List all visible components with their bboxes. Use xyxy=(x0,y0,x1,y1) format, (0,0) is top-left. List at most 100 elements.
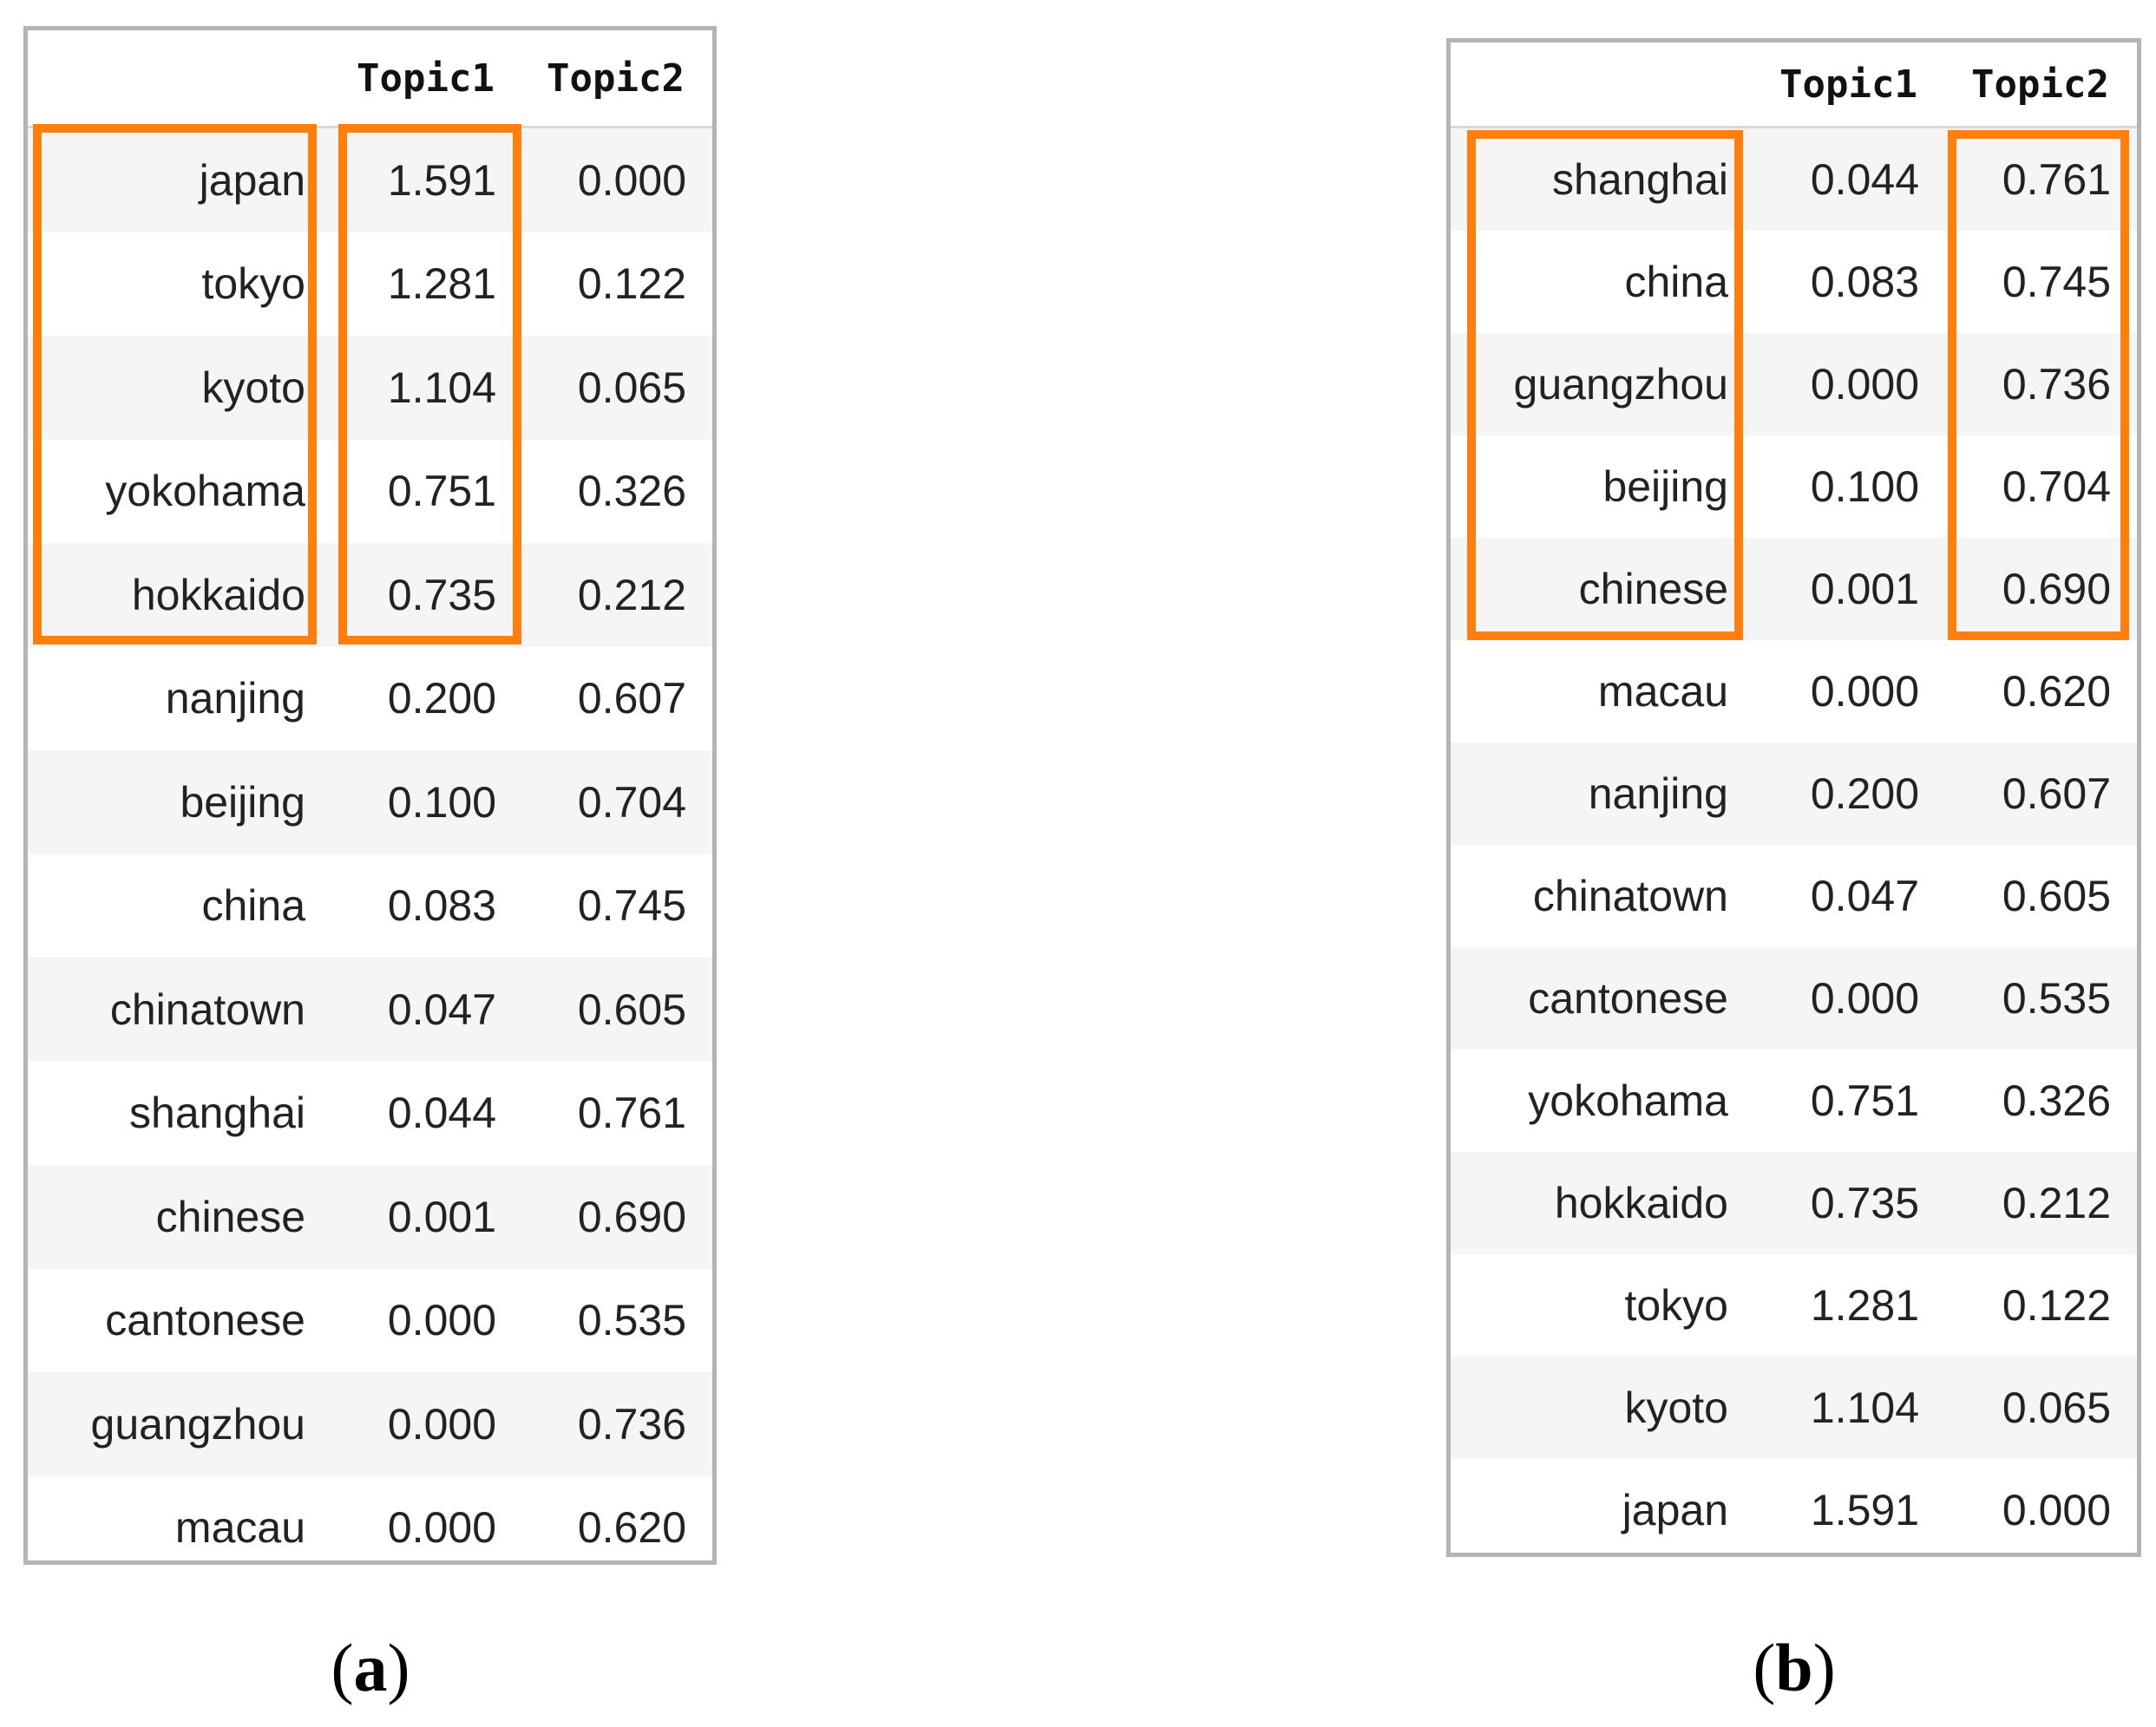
table-row: macau 0.000 0.620 xyxy=(28,1476,712,1580)
topic1-cell: 0.000 xyxy=(331,1372,522,1476)
topic1-cell: 0.000 xyxy=(387,1296,496,1345)
table-row: beijing 0.100 0.704 xyxy=(28,750,712,854)
caption-a-letter: a xyxy=(353,1630,388,1705)
term-cell: shanghai xyxy=(1451,127,1754,231)
term-cell: hokkaido xyxy=(1451,1152,1754,1254)
topic2-cell: 0.212 xyxy=(522,543,712,647)
term-cell: yokohama xyxy=(1528,1076,1728,1125)
table-row: shanghai 0.044 0.761 xyxy=(28,1062,712,1166)
table-row: shanghai 0.044 0.761 xyxy=(1451,127,2137,231)
topic2-cell: 0.000 xyxy=(2002,1486,2111,1534)
caption-a-close: ) xyxy=(387,1630,410,1705)
table-row: cantonese 0.000 0.535 xyxy=(28,1269,712,1373)
caption-b-letter: b xyxy=(1775,1630,1813,1705)
topic2-cell: 0.704 xyxy=(2002,462,2111,511)
table-row: chinese 0.001 0.690 xyxy=(1451,538,2137,640)
topic1-cell: 1.281 xyxy=(1810,1281,1919,1330)
topic2-cell: 0.620 xyxy=(2002,667,2111,716)
term-cell: yokohama xyxy=(105,467,305,516)
topic2-cell: 0.212 xyxy=(1945,1152,2137,1254)
table-row: nanjing 0.200 0.607 xyxy=(28,647,712,751)
topic-table-a: Topic1 Topic2 japan 1.591 0.000 tokyo 1.281 0… xyxy=(28,30,712,1580)
topic1-cell: 0.000 xyxy=(1754,333,1945,435)
topic1-cell: 1.591 xyxy=(331,127,522,232)
topic2-cell: 0.000 xyxy=(522,127,712,232)
topic1-cell: 1.281 xyxy=(387,259,496,309)
table-row: beijing 0.100 0.704 xyxy=(1451,435,2137,538)
term-cell: cantonese xyxy=(1451,947,1754,1050)
caption-b-close: ) xyxy=(1812,1630,1836,1705)
topic1-cell: 0.044 xyxy=(387,1089,496,1138)
topic1-cell: 0.047 xyxy=(331,958,522,1062)
table-row: china 0.083 0.745 xyxy=(28,854,712,958)
topic1-cell: 0.200 xyxy=(1754,742,1945,845)
table-row: china 0.083 0.745 xyxy=(1451,231,2137,333)
table-body-b: shanghai 0.044 0.761 china 0.083 0.745 guangzh… xyxy=(1451,127,2137,1562)
topic2-cell: 0.745 xyxy=(2002,258,2111,306)
caption-a-open: ( xyxy=(331,1630,354,1705)
topic2-cell: 0.690 xyxy=(1945,538,2137,640)
table-header-row: Topic1 Topic2 xyxy=(28,30,712,128)
table-row: nanjing 0.200 0.607 xyxy=(1451,742,2137,845)
topic1-cell: 0.047 xyxy=(1810,872,1919,920)
term-cell: tokyo xyxy=(201,259,305,309)
table-row: macau 0.000 0.620 xyxy=(1451,640,2137,742)
topic1-cell: 1.591 xyxy=(1810,1486,1919,1534)
table-row: chinatown 0.047 0.605 xyxy=(1451,845,2137,947)
table-row: japan 1.591 0.000 xyxy=(28,127,712,232)
term-cell: chinese xyxy=(1451,538,1754,640)
topic2-cell: 0.761 xyxy=(577,1089,686,1138)
topic2-cell: 0.620 xyxy=(577,1503,686,1553)
topic2-cell: 0.736 xyxy=(1945,333,2137,435)
term-cell: chinatown xyxy=(28,958,331,1062)
topic1-cell: 0.100 xyxy=(331,750,522,854)
topic-table-b: Topic1 Topic2 shanghai 0.044 0.761 china 0.0… xyxy=(1451,43,2137,1561)
topic2-cell: 0.326 xyxy=(577,467,686,516)
header-topic1: Topic1 xyxy=(1754,43,1945,128)
table-row: yokohama 0.751 0.326 xyxy=(28,440,712,544)
table-row: hokkaido 0.735 0.212 xyxy=(28,543,712,647)
term-cell: cantonese xyxy=(105,1296,305,1345)
table-panel-a: Topic1 Topic2 japan 1.591 0.000 tokyo 1.281 0… xyxy=(23,26,717,1565)
topic1-cell: 0.100 xyxy=(1810,462,1919,511)
table-row: tokyo 1.281 0.122 xyxy=(28,232,712,337)
term-cell: china xyxy=(1624,258,1728,306)
table-header-row: Topic1 Topic2 xyxy=(1451,43,2137,128)
term-cell: shanghai xyxy=(129,1089,305,1138)
topic1-cell: 0.083 xyxy=(387,881,496,931)
topic1-cell: 0.083 xyxy=(1810,258,1919,306)
term-cell: nanjing xyxy=(1451,742,1754,845)
topic1-cell: 0.000 xyxy=(387,1503,496,1553)
table-panel-b: Topic1 Topic2 shanghai 0.044 0.761 china 0.0… xyxy=(1446,38,2141,1557)
term-cell: kyoto xyxy=(1451,1357,1754,1459)
header-topic2: Topic2 xyxy=(1945,43,2137,128)
topic2-cell: 0.326 xyxy=(2002,1076,2111,1125)
term-cell: macau xyxy=(1597,667,1728,716)
topic1-cell: 0.000 xyxy=(1810,667,1919,716)
topic1-cell: 0.001 xyxy=(331,1165,522,1269)
term-cell: chinese xyxy=(28,1165,331,1269)
topic1-cell: 0.000 xyxy=(1754,947,1945,1050)
topic1-cell: 0.735 xyxy=(1754,1152,1945,1254)
table-row: guangzhou 0.000 0.736 xyxy=(1451,333,2137,435)
topic1-cell: 0.751 xyxy=(387,467,496,516)
topic2-cell: 0.761 xyxy=(1945,127,2137,231)
topic2-cell: 0.535 xyxy=(577,1296,686,1345)
topic2-cell: 0.065 xyxy=(1945,1357,2137,1459)
header-index xyxy=(28,30,331,128)
term-cell: nanjing xyxy=(165,674,305,723)
table-row: kyoto 1.104 0.065 xyxy=(28,336,712,440)
term-cell: china xyxy=(201,881,305,931)
topic2-cell: 0.736 xyxy=(522,1372,712,1476)
term-cell: beijing xyxy=(28,750,331,854)
caption-b-open: ( xyxy=(1753,1630,1776,1705)
topic2-cell: 0.690 xyxy=(522,1165,712,1269)
table-row: japan 1.591 0.000 xyxy=(1451,1459,2137,1561)
topic1-cell: 0.735 xyxy=(331,543,522,647)
header-topic1: Topic1 xyxy=(331,30,522,128)
table-row: tokyo 1.281 0.122 xyxy=(1451,1254,2137,1357)
topic1-cell: 0.751 xyxy=(1810,1076,1919,1125)
term-cell: chinatown xyxy=(1532,872,1728,920)
table-body-a: japan 1.591 0.000 tokyo 1.281 0.122 kyoto 1.104… xyxy=(28,127,712,1580)
topic2-cell: 0.065 xyxy=(522,336,712,440)
